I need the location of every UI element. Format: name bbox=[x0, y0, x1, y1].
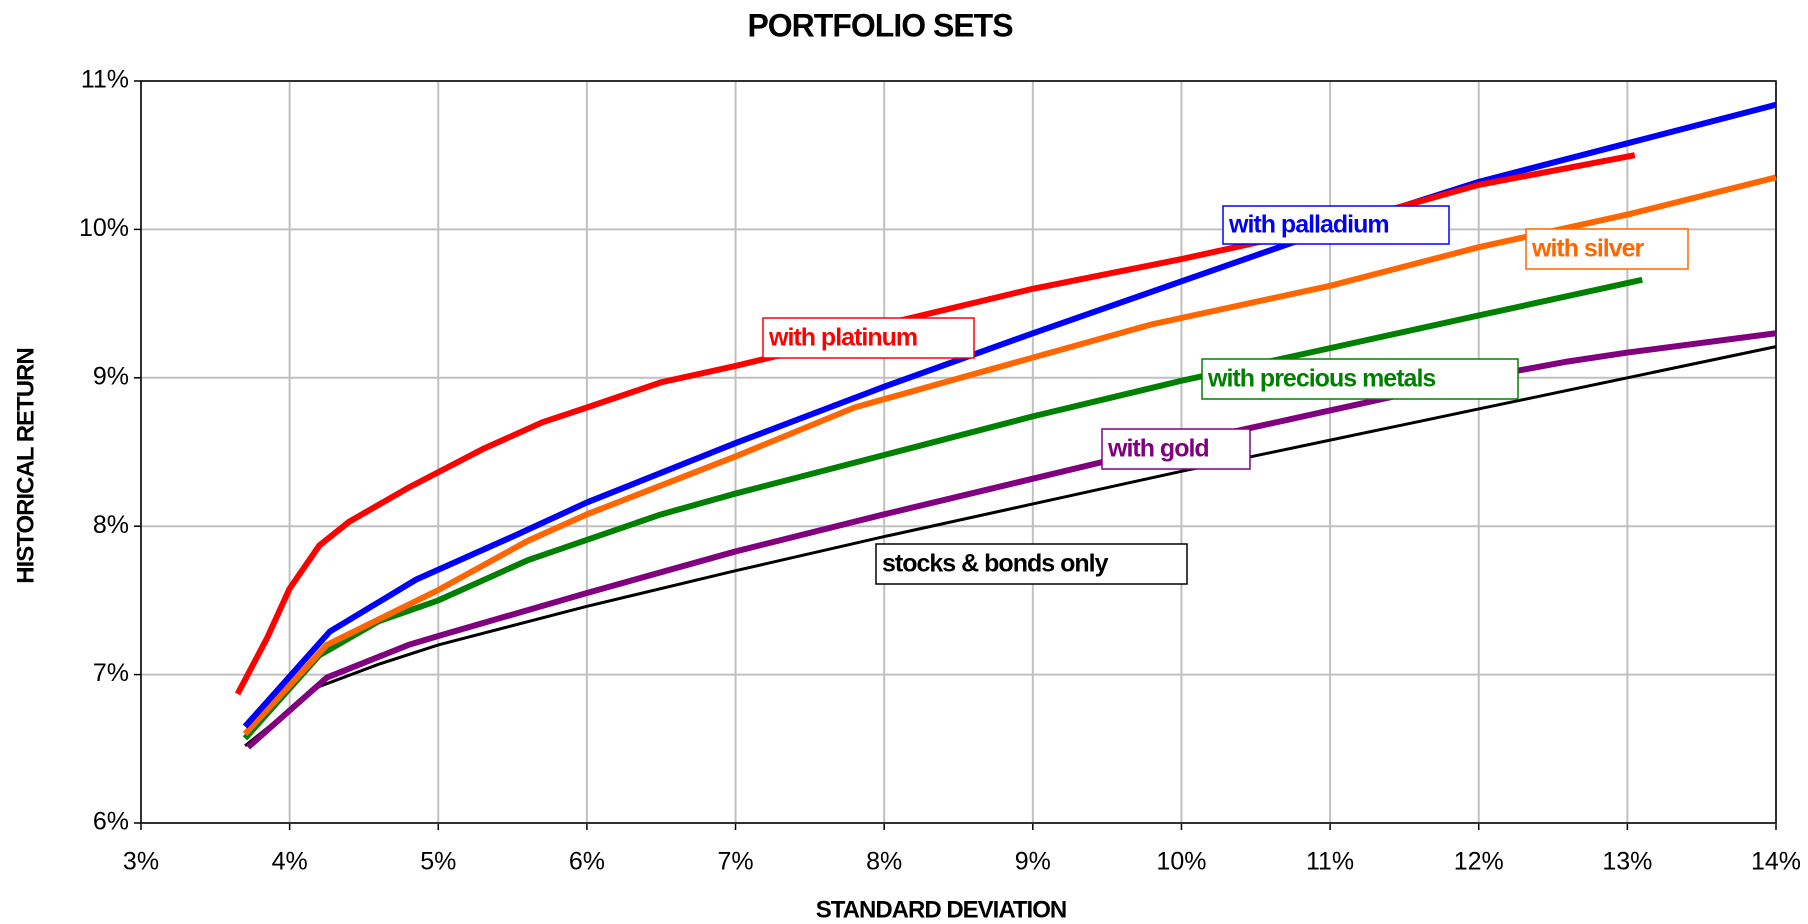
x-tick-label: 3% bbox=[123, 848, 159, 876]
x-tick-label: 13% bbox=[1602, 848, 1652, 876]
series-label: stocks & bonds only bbox=[882, 550, 1109, 578]
series-label: with platinum bbox=[768, 324, 917, 352]
plot-frame bbox=[140, 80, 1777, 824]
series-label: with gold bbox=[1107, 435, 1209, 463]
series-line bbox=[246, 330, 1777, 750]
x-tick-label: 12% bbox=[1454, 848, 1504, 876]
x-tick-label: 9% bbox=[1015, 848, 1051, 876]
x-tick-label: 10% bbox=[1156, 848, 1206, 876]
x-tick-label: 11% bbox=[1306, 848, 1354, 876]
series-label-box bbox=[762, 317, 975, 359]
y-tick-label: 8% bbox=[93, 511, 129, 539]
series-label-box bbox=[1525, 228, 1689, 270]
series-label: with precious metals bbox=[1207, 365, 1435, 393]
series-line bbox=[242, 174, 1777, 736]
x-tick-label: 4% bbox=[272, 848, 308, 876]
x-tick-label: 6% bbox=[569, 848, 605, 876]
x-tick-label: 7% bbox=[717, 848, 753, 876]
y-tick-label: 10% bbox=[79, 214, 129, 242]
y-tick-label: 9% bbox=[93, 362, 129, 390]
series-line bbox=[244, 345, 1777, 748]
series-label: with silver bbox=[1531, 235, 1645, 263]
series-label: with palladium bbox=[1228, 211, 1389, 239]
x-axis-label: STANDARD DEVIATION bbox=[816, 896, 1066, 923]
chart-title: PORTFOLIO SETS bbox=[747, 7, 1013, 43]
y-axis-label: HISTORICAL RETURN bbox=[12, 348, 39, 583]
y-tick-label: 7% bbox=[93, 659, 129, 687]
series-label-box bbox=[1101, 428, 1251, 470]
x-tick-label: 8% bbox=[866, 848, 902, 876]
series-line bbox=[242, 101, 1777, 729]
series-label-box bbox=[1222, 205, 1450, 245]
x-tick-label: 5% bbox=[420, 848, 456, 876]
series-label-box bbox=[875, 543, 1188, 585]
y-tick-label: 6% bbox=[93, 808, 129, 836]
y-tick-label: 11% bbox=[81, 66, 129, 94]
series-line bbox=[234, 152, 1636, 696]
x-tick-label: 14% bbox=[1751, 848, 1801, 876]
series-label-box bbox=[1201, 358, 1519, 400]
